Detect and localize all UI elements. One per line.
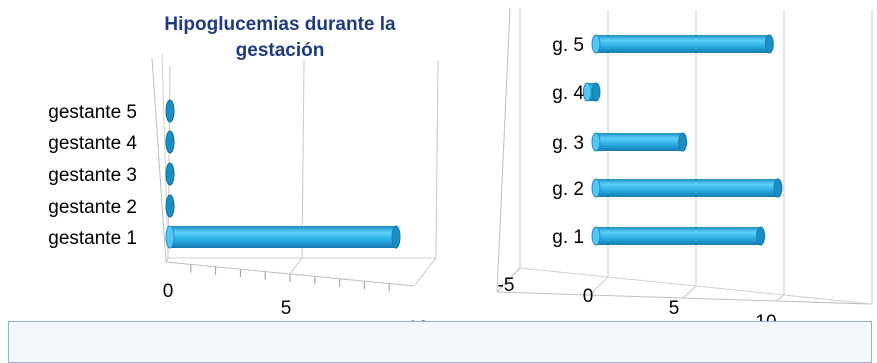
bar [596,227,761,245]
bar-end-cap [591,226,601,246]
y-category-label: gestante 2 [48,197,137,218]
bar [165,162,175,186]
gridline [301,59,305,259]
bar [165,130,175,154]
gridline-floor [413,257,437,287]
x-tick-label: 5 [281,298,292,319]
y-category-label: gestante 1 [48,228,137,249]
bar-end-cap [591,34,601,54]
text-box [8,321,872,363]
y-category-label: g. 1 [552,227,584,248]
bar [165,194,175,218]
bar-end-cap [591,82,601,102]
axis-wall [161,53,169,259]
gridline-floor [289,257,303,275]
bar [596,133,683,151]
bar-end-cap [764,34,774,54]
bar-end-cap [678,132,688,152]
gridline-floor [775,294,785,302]
x-tick-label: 5 [669,298,680,319]
slide: Hipoglucemias durante la gestación 0510g… [8,7,873,363]
bar [596,35,770,53]
bar-end-cap [591,132,601,152]
bar-end-cap [165,225,175,249]
bar-end-cap [582,82,592,102]
x-tick-label: 0 [163,281,174,302]
y-category-label: g. 5 [552,35,584,56]
gridline [435,59,439,259]
bar [165,99,175,123]
bar [596,179,778,197]
y-category-label: g. 3 [552,133,584,154]
y-category-label: gestante 4 [48,133,137,154]
bar [170,226,396,248]
bar-end-cap [756,226,766,246]
y-category-label: gestante 5 [48,102,137,123]
axis-wall [151,57,167,263]
bar-end-cap [773,178,783,198]
x-tick-label: 0 [583,286,594,307]
gridline-floor [589,276,609,296]
y-category-label: gestante 3 [48,165,137,186]
y-category-label: g. 4 [552,83,584,104]
bar-end-cap [591,178,601,198]
gridline [167,65,171,259]
gridline-floor [682,285,697,299]
axis-wall [496,7,511,293]
chart-1-title: Hipoglucemias durante la gestación [164,14,396,61]
y-category-label: g. 2 [552,179,584,200]
gridline-floor [496,267,521,293]
bar-end-cap [391,225,401,249]
gridline-floor [165,257,169,263]
x-tick-label: -5 [498,275,515,296]
